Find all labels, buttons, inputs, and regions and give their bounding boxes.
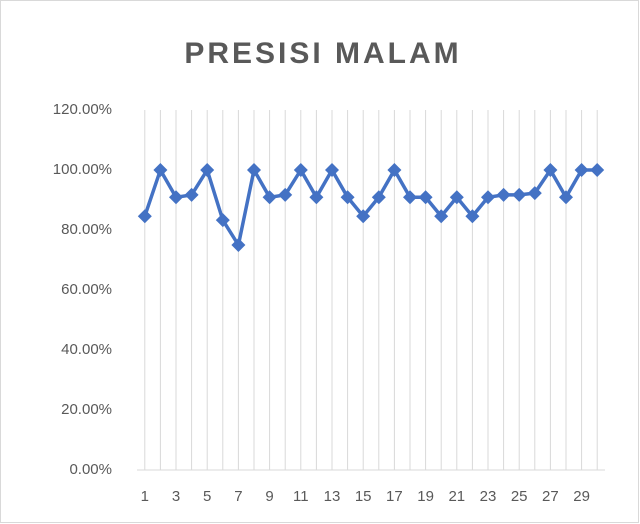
- y-tick-label: 0.00%: [69, 461, 112, 478]
- marker: [481, 190, 495, 205]
- y-tick-label: 20.00%: [61, 401, 112, 418]
- marker: [387, 163, 402, 177]
- marker: [574, 163, 589, 177]
- marker: [169, 190, 183, 205]
- x-tick-label: 13: [324, 488, 341, 505]
- y-tick-label: 60.00%: [61, 281, 112, 298]
- x-tick-label: 19: [417, 488, 434, 505]
- x-tick-label: 7: [234, 488, 242, 505]
- marker: [153, 163, 168, 177]
- x-tick-label: 1: [141, 488, 149, 505]
- marker: [418, 190, 433, 205]
- y-tick-label: 120.00%: [53, 101, 112, 118]
- marker: [449, 190, 464, 205]
- x-tick-label: 11: [293, 488, 309, 505]
- marker: [200, 163, 215, 177]
- y-tick-label: 100.00%: [53, 161, 112, 178]
- marker: [543, 163, 558, 177]
- x-tick-label: 29: [573, 488, 590, 505]
- marker: [527, 186, 542, 201]
- x-tick-label: 15: [355, 488, 372, 505]
- marker: [262, 190, 277, 205]
- marker: [434, 209, 449, 224]
- marker: [371, 190, 386, 205]
- marker: [278, 187, 293, 202]
- x-tick-label: 21: [448, 488, 465, 505]
- marker: [496, 187, 511, 202]
- marker: [247, 163, 261, 177]
- marker: [137, 209, 152, 224]
- marker: [356, 209, 371, 224]
- marker: [559, 190, 573, 205]
- chart-title: PRESISI MALAM: [184, 37, 461, 70]
- marker: [231, 238, 246, 252]
- marker: [512, 187, 527, 202]
- marker: [325, 163, 339, 177]
- marker: [403, 190, 417, 205]
- x-tick-label: 25: [511, 488, 528, 505]
- marker: [465, 209, 480, 224]
- x-tick-label: 27: [542, 488, 559, 505]
- marker: [590, 163, 605, 177]
- marker: [184, 187, 199, 202]
- marker: [293, 163, 308, 177]
- x-tick-label: 3: [172, 488, 180, 505]
- x-tick-label: 5: [203, 488, 211, 505]
- x-tick-label: 23: [480, 488, 497, 505]
- x-tick-label: 9: [265, 488, 273, 505]
- marker: [340, 190, 355, 205]
- y-tick-label: 40.00%: [61, 341, 112, 358]
- y-tick-label: 80.00%: [61, 221, 112, 238]
- x-tick-label: 17: [386, 488, 403, 505]
- marker: [215, 213, 230, 228]
- marker: [309, 190, 324, 205]
